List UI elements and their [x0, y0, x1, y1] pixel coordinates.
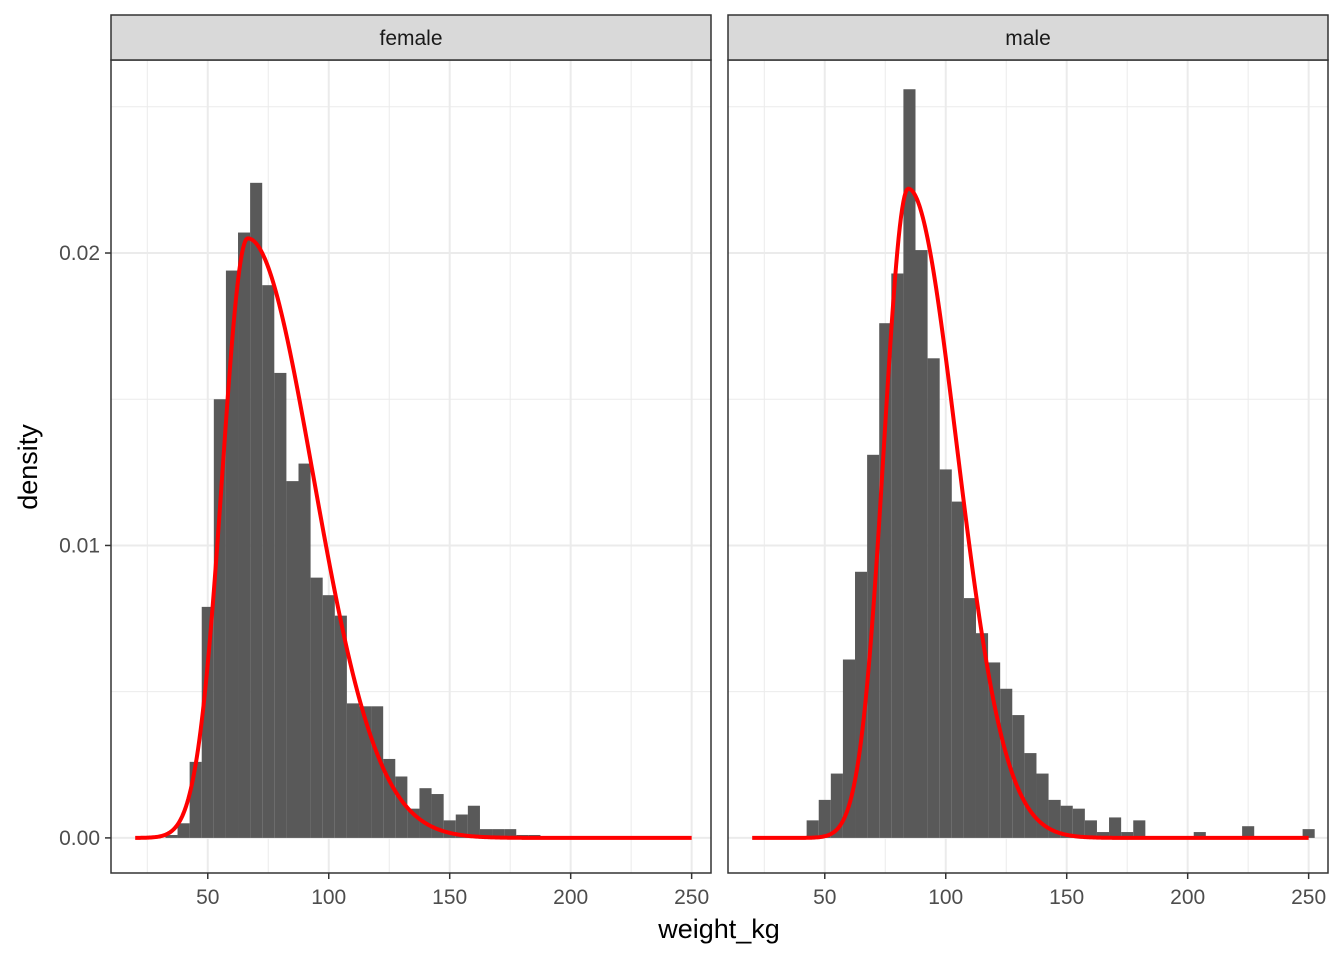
- x-tick-label: 250: [1291, 886, 1326, 909]
- histogram-bar: [1133, 820, 1146, 838]
- histogram-bar: [274, 372, 287, 838]
- histogram-bar: [371, 706, 384, 838]
- facet-strip: [110, 14, 712, 61]
- histogram-bar: [1242, 826, 1255, 838]
- histogram-bar: [1024, 753, 1037, 838]
- histogram-bar: [1302, 829, 1315, 838]
- facet-strip-label: male: [1005, 27, 1051, 50]
- histogram-bar: [1096, 832, 1110, 838]
- x-tick-label: 200: [1170, 886, 1205, 909]
- panel-background: [728, 60, 1328, 873]
- histogram-bar: [479, 829, 493, 838]
- histogram-bar: [891, 273, 904, 838]
- histogram-bar: [298, 463, 311, 838]
- y-axis: 0.00 0.01 0.02: [59, 242, 111, 850]
- x-tick-label: 150: [432, 886, 467, 909]
- histogram-bar: [1060, 805, 1073, 838]
- histogram-bar: [286, 481, 299, 838]
- histogram-bar: [1000, 688, 1013, 838]
- histogram-bar: [358, 706, 372, 838]
- x-tick-label: 200: [553, 886, 588, 909]
- histogram-bar: [213, 399, 226, 838]
- histogram-bar: [927, 358, 940, 838]
- facet-panels: female male: [110, 14, 1329, 874]
- facet-panel-male: male: [727, 14, 1329, 874]
- histogram-bar: [951, 501, 964, 838]
- histogram-bar: [395, 776, 408, 838]
- histogram-bar: [165, 834, 178, 838]
- histogram-bar: [334, 615, 347, 838]
- density-curve: [134, 236, 693, 840]
- histogram-bar: [1109, 817, 1122, 838]
- histogram-bar: [419, 788, 432, 838]
- histogram-bar: [455, 814, 468, 838]
- histogram-bar: [939, 469, 952, 838]
- x-tick-label: 250: [674, 886, 709, 909]
- x-axis-title: weight_kg: [657, 914, 780, 944]
- facet-strip: [727, 14, 1329, 61]
- x-tick-label: 50: [813, 886, 836, 909]
- histogram-bar: [963, 598, 976, 838]
- histogram-bar: [492, 829, 505, 838]
- histogram-bar: [1121, 832, 1134, 838]
- histogram-bar: [915, 250, 928, 838]
- histogram-bar: [1012, 715, 1025, 838]
- histogram-bar: [988, 662, 1001, 838]
- histogram-bar: [262, 285, 275, 838]
- histogram-bar: [238, 232, 251, 838]
- histogram-bar: [818, 799, 831, 838]
- histogram-bar: [177, 823, 190, 838]
- histogram-bar: [201, 606, 214, 838]
- y-axis-title: density: [13, 424, 43, 510]
- panel-background: [111, 60, 711, 873]
- x-axes: 50 100 150 200 250 50 100 150 200 250: [196, 873, 1326, 909]
- y-tick-label: 0.02: [59, 242, 100, 265]
- histogram-bar: [975, 633, 989, 838]
- y-tick-label: 0.00: [59, 827, 100, 850]
- x-tick-label: 150: [1049, 886, 1084, 909]
- facet-panel-female: female: [110, 14, 712, 874]
- histogram-bar: [322, 595, 335, 838]
- histogram-bar: [1084, 820, 1097, 838]
- histogram-bar: [310, 577, 323, 838]
- x-tick-label: 50: [196, 886, 219, 909]
- histogram-bar: [504, 829, 517, 838]
- facet-strip-label: female: [379, 27, 442, 50]
- histogram-bar: [467, 805, 480, 838]
- histogram-bar: [830, 773, 843, 838]
- histogram-bar: [1072, 808, 1085, 838]
- histogram-bar: [250, 182, 263, 838]
- histogram-bar: [225, 270, 239, 838]
- x-tick-label: 100: [311, 886, 346, 909]
- histogram-bar: [346, 703, 359, 838]
- histogram-bar: [806, 820, 819, 838]
- histogram-bar: [1193, 832, 1206, 838]
- density-curve: [751, 186, 1310, 840]
- x-tick-label: 100: [928, 886, 963, 909]
- y-tick-label: 0.01: [59, 534, 100, 557]
- histogram-bar: [903, 89, 916, 838]
